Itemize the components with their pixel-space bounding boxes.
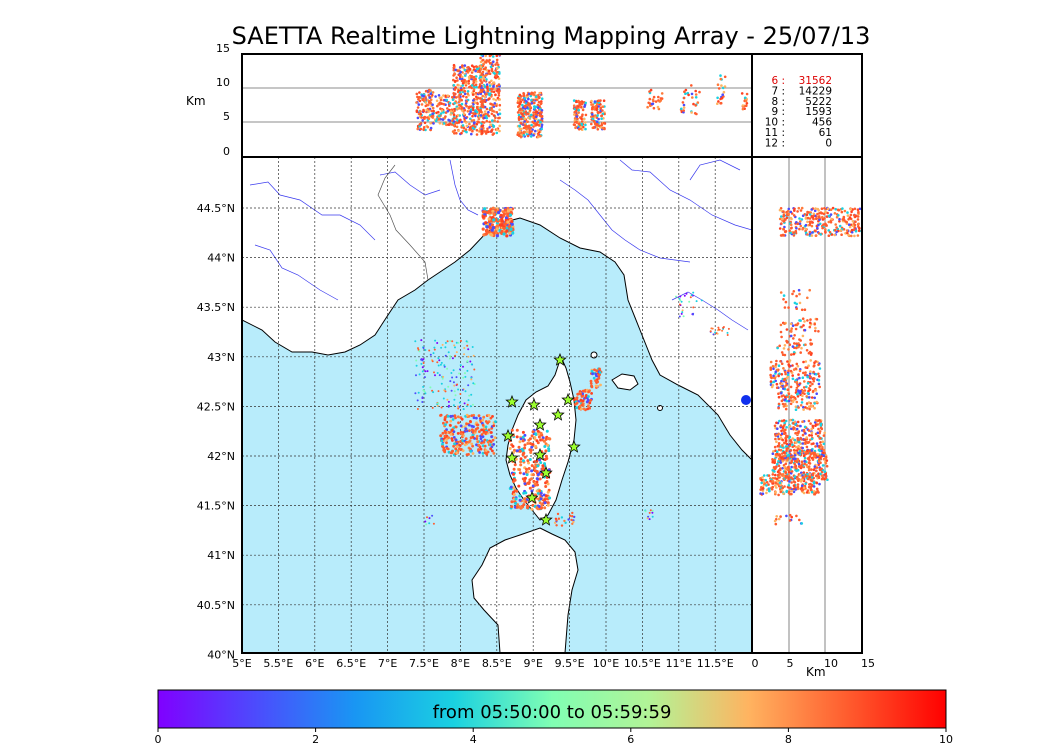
colorbar-tick-label: 2 — [312, 733, 319, 746]
star-icon — [553, 352, 567, 366]
star-icon — [533, 447, 547, 461]
side-unit: Km — [806, 665, 826, 679]
sardinia-island — [471, 527, 579, 653]
lon-tick-label: 10°E — [593, 657, 619, 670]
altitude-unit: Km — [186, 94, 206, 108]
side-altitude-panel — [751, 156, 863, 654]
star-icon — [505, 394, 519, 408]
side-ticks: 0 5 10 15 — [752, 657, 876, 670]
plot-title: SAETTA Realtime Lightning Mapping Array … — [231, 22, 871, 50]
lon-tick-label: 8.5°E — [482, 657, 512, 670]
station-count-value: 0 — [825, 137, 832, 149]
lon-tick-label: 7°E — [378, 657, 397, 670]
lon-tick-label: 5.5°E — [263, 657, 293, 670]
altitude-tick-label: 5 — [223, 110, 230, 123]
altitude-panel — [241, 53, 753, 158]
star-icon — [525, 490, 539, 504]
station-count-value: 5222 — [805, 96, 832, 108]
longitude-ticks: 5°E 5.5°E 6°E 6.5°E 7°E 7.5°E 8°E 8.5°E 9°E 9.5°E… — [232, 657, 733, 670]
colorbar-tick-label: 10 — [939, 733, 953, 746]
star-icon — [501, 428, 515, 442]
lon-tick-label: 10.5°E — [624, 657, 661, 670]
side-tick-label: 5 — [787, 657, 794, 670]
lat-tick-label: 40.5°N — [197, 599, 235, 612]
star-icon — [533, 417, 547, 431]
lon-tick-label: 11°E — [666, 657, 692, 670]
station-count-value: 14229 — [799, 85, 832, 97]
station-count-value: 1593 — [805, 106, 832, 118]
sensor-site-blue — [741, 395, 751, 405]
side-tick-label: 0 — [752, 657, 759, 670]
lon-tick-label: 8°E — [451, 657, 470, 670]
lat-tick-label: 44.5°N — [197, 202, 235, 215]
border-line — [377, 164, 429, 281]
altitude-ticks: 15 10 5 0 — [216, 42, 230, 158]
lat-tick-label: 41.5°N — [197, 500, 235, 513]
sea-area — [242, 217, 752, 653]
colorbar-tick-label: 8 — [785, 733, 792, 746]
map-grid — [242, 157, 752, 653]
station-count-row: 9 : — [771, 106, 785, 118]
rivers — [249, 159, 752, 331]
station-count-value: 61 — [819, 127, 832, 139]
colorbar-label: from 05:50:00 to 05:59:59 — [432, 702, 672, 723]
star-icon — [505, 450, 519, 464]
lat-tick-label: 44°N — [207, 252, 235, 265]
lon-tick-label: 9°E — [523, 657, 542, 670]
map-panel — [241, 156, 753, 654]
elba-island — [611, 373, 639, 391]
lon-tick-label: 7.5°E — [409, 657, 439, 670]
colorbar-tick-label: 4 — [470, 733, 477, 746]
lat-tick-label: 42.5°N — [197, 400, 235, 413]
colorbar: 0 2 4 6 8 10 — [155, 689, 953, 746]
star-icon — [551, 407, 565, 421]
altitude-tick-label: 15 — [216, 42, 230, 55]
side-tick-label: 10 — [824, 657, 838, 670]
lon-tick-label: 6.5°E — [336, 657, 366, 670]
stats-panel: 6 : 31562 7 : 14229 8 : 5222 9 : 1593 10 : 456 11 … — [751, 53, 863, 158]
station-count-row: 6 : — [771, 75, 785, 87]
station-count-row: 11 : — [765, 127, 785, 139]
latitude-ticks: 44.5°N 44°N 43.5°N 43°N 42.5°N 42°N 41.5°N 41°N… — [197, 202, 235, 661]
lat-tick-label: 43.5°N — [197, 301, 235, 314]
altitude-tick-label: 10 — [216, 76, 230, 89]
station-count-value: 31562 — [799, 75, 832, 87]
lat-tick-label: 42°N — [207, 450, 235, 463]
lat-tick-label: 40°N — [207, 648, 235, 661]
station-count-row: 10 : — [765, 117, 785, 129]
lat-tick-label: 43°N — [207, 351, 235, 364]
star-icon — [539, 465, 553, 479]
star-icon — [527, 397, 541, 411]
lon-tick-label: 6°E — [305, 657, 324, 670]
sensor-stations — [501, 352, 581, 526]
star-icon — [539, 512, 553, 526]
station-count-value: 456 — [812, 117, 832, 129]
lat-tick-label: 41°N — [207, 549, 235, 562]
altitude-tick-label: 0 — [223, 145, 230, 158]
star-icon — [567, 439, 581, 453]
star-icon — [561, 392, 575, 406]
colorbar-tick-label: 0 — [155, 733, 162, 746]
colorbar-tick-label: 6 — [627, 733, 634, 746]
station-count-row: 8 : — [771, 96, 785, 108]
station-count-row: 7 : — [771, 85, 785, 97]
side-tick-label: 15 — [861, 657, 875, 670]
lon-tick-label: 9.5°E — [555, 657, 585, 670]
lon-tick-label: 5°E — [232, 657, 251, 670]
station-count-row: 12 : — [765, 137, 785, 149]
lon-tick-label: 11.5°E — [697, 657, 734, 670]
